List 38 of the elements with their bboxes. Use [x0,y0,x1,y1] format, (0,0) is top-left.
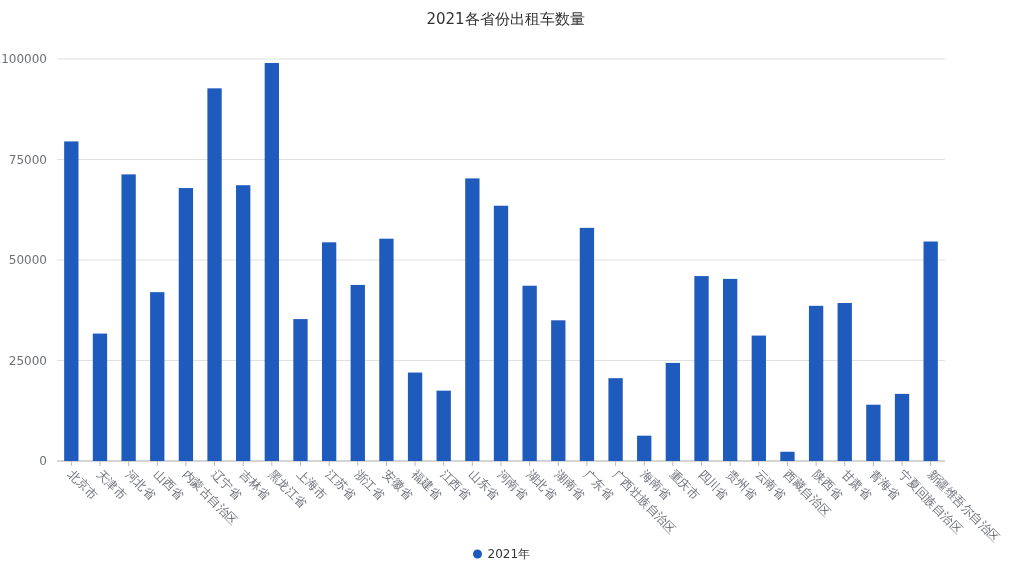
bar [579,227,595,461]
bar [637,435,652,461]
bar [178,188,194,461]
y-tick-label: 100000 [1,52,47,66]
bar [923,241,938,461]
bar [207,88,222,461]
bar [493,205,509,461]
bar [780,451,795,461]
bar [837,303,852,461]
y-tick-label: 25000 [8,353,47,368]
bar [293,319,308,461]
bar [751,335,766,461]
bar [64,141,79,461]
y-tick-label: 0 [39,454,47,468]
bar [121,174,136,461]
bar [379,238,394,461]
bar [350,284,365,461]
bar [236,185,251,461]
legend-label: 2021年 [487,547,531,561]
bar [665,362,681,461]
bar [551,320,566,461]
chart-title: 2021各省份出租车数量 [426,10,585,28]
bar [808,305,824,461]
y-tick-label: 50000 [8,253,47,267]
bar [407,372,423,461]
y-tick-label: 75000 [8,152,47,167]
bar [436,390,451,461]
bar [465,178,480,461]
bar [694,276,709,461]
bar [264,63,279,461]
bar [150,292,165,461]
bar [866,404,881,461]
bar [894,393,910,461]
bar [92,333,108,461]
bar [321,242,337,461]
bar [522,285,537,461]
bar [608,378,623,461]
bar [723,278,738,461]
